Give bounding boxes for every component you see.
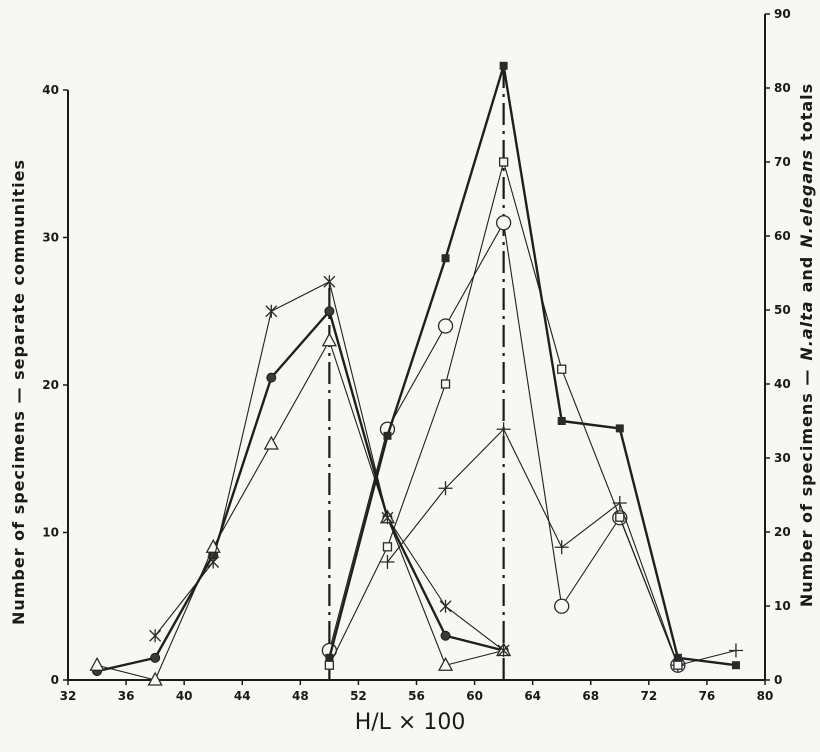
y-right-tick-label: 90 bbox=[774, 7, 791, 21]
data-point bbox=[438, 481, 453, 496]
data-point bbox=[380, 555, 395, 569]
x-tick-label: 36 bbox=[118, 689, 135, 703]
x-tick-label: 40 bbox=[176, 689, 193, 703]
x-tick-label: 48 bbox=[292, 689, 309, 703]
data-point bbox=[266, 372, 277, 383]
data-point bbox=[382, 542, 393, 552]
tick-labels: 32 36 40 44 48 52 56 60 64 68 72 76 8001020304001020… bbox=[42, 7, 790, 703]
data-point bbox=[89, 656, 105, 671]
data-point bbox=[440, 630, 451, 641]
y-left-tick-label: 30 bbox=[42, 231, 59, 245]
data-point bbox=[437, 656, 454, 671]
x-tick-label: 76 bbox=[699, 689, 716, 703]
data-point bbox=[441, 254, 450, 263]
data-point bbox=[673, 660, 683, 670]
x-tick-label: 56 bbox=[408, 689, 425, 703]
y-axis-right-title: Number of specimens — N.alta and N.elegans t… bbox=[797, 83, 816, 607]
y-right-label-part: and bbox=[797, 256, 816, 293]
x-axis-label: H/L × 100 bbox=[355, 710, 466, 735]
data-point bbox=[615, 512, 625, 522]
data-point bbox=[381, 511, 394, 525]
y-right-label-part: N.elegans bbox=[797, 149, 816, 248]
data-point bbox=[497, 644, 510, 657]
data-point bbox=[615, 424, 624, 433]
x-tick-label: 72 bbox=[640, 689, 657, 703]
data-point bbox=[673, 653, 682, 662]
data-point bbox=[498, 157, 509, 167]
data-point bbox=[554, 598, 570, 614]
x-tick-label: 44 bbox=[234, 689, 251, 703]
series-line bbox=[96, 340, 504, 681]
x-tick-label: 60 bbox=[466, 689, 483, 703]
y-axis-left-title: Number of specimens — separate communiti… bbox=[9, 159, 28, 625]
data-point bbox=[323, 275, 336, 289]
series-line bbox=[328, 64, 737, 667]
y-left-tick-label: 10 bbox=[42, 526, 59, 540]
data-point bbox=[383, 431, 392, 440]
data-series bbox=[380, 422, 743, 673]
series-line bbox=[96, 310, 504, 673]
y-axis-left-label: Number of specimens — separate communiti… bbox=[9, 159, 28, 625]
x-tick-label: 64 bbox=[524, 689, 541, 703]
reference-lines bbox=[328, 65, 505, 680]
data-point bbox=[440, 379, 451, 389]
data-point bbox=[324, 660, 335, 670]
y-right-tick-label: 0 bbox=[774, 673, 782, 687]
data-point bbox=[147, 671, 163, 686]
y-right-tick-label: 40 bbox=[774, 377, 791, 391]
data-point bbox=[496, 422, 511, 437]
data-point bbox=[439, 599, 452, 613]
y-right-tick-label: 10 bbox=[774, 599, 791, 613]
y-right-tick-label: 60 bbox=[774, 229, 791, 243]
y-right-tick-label: 20 bbox=[774, 525, 791, 539]
y-right-label-part: totals bbox=[797, 83, 816, 141]
data-series bbox=[325, 61, 740, 670]
y-right-tick-label: 70 bbox=[774, 155, 791, 169]
data-point bbox=[324, 306, 335, 317]
data-point bbox=[554, 540, 569, 555]
data-point bbox=[263, 435, 279, 450]
data-point bbox=[557, 417, 566, 425]
data-point bbox=[321, 332, 337, 347]
data-point bbox=[150, 652, 161, 663]
axes bbox=[63, 13, 770, 685]
data-point bbox=[437, 318, 454, 334]
y-left-tick-label: 0 bbox=[51, 673, 59, 687]
x-tick-label: 80 bbox=[757, 689, 774, 703]
y-right-label-part: Number of specimens — bbox=[797, 369, 816, 608]
data-point bbox=[495, 215, 512, 231]
data-point bbox=[731, 661, 740, 670]
data-point bbox=[557, 364, 567, 374]
data-point bbox=[325, 653, 334, 662]
data-point bbox=[149, 629, 162, 643]
y-axis-right-label: Number of specimens — N.alta and N.elegans t… bbox=[797, 83, 816, 607]
data-point bbox=[612, 496, 627, 510]
data-point bbox=[728, 643, 743, 658]
y-right-tick-label: 30 bbox=[774, 451, 791, 465]
y-right-label-part: N.alta bbox=[797, 300, 816, 360]
data-point bbox=[265, 304, 278, 318]
data-point bbox=[499, 61, 508, 70]
x-tick-label: 52 bbox=[350, 689, 367, 703]
data-point bbox=[207, 555, 220, 569]
x-tick-label: 32 bbox=[60, 689, 77, 703]
data-series bbox=[149, 275, 510, 657]
data-series bbox=[324, 157, 683, 670]
y-right-tick-label: 50 bbox=[774, 303, 791, 317]
x-tick-label: 68 bbox=[582, 689, 599, 703]
series-group bbox=[89, 61, 743, 686]
y-left-tick-label: 20 bbox=[42, 378, 59, 392]
y-left-tick-label: 40 bbox=[42, 83, 59, 97]
y-right-tick-label: 80 bbox=[774, 81, 791, 95]
